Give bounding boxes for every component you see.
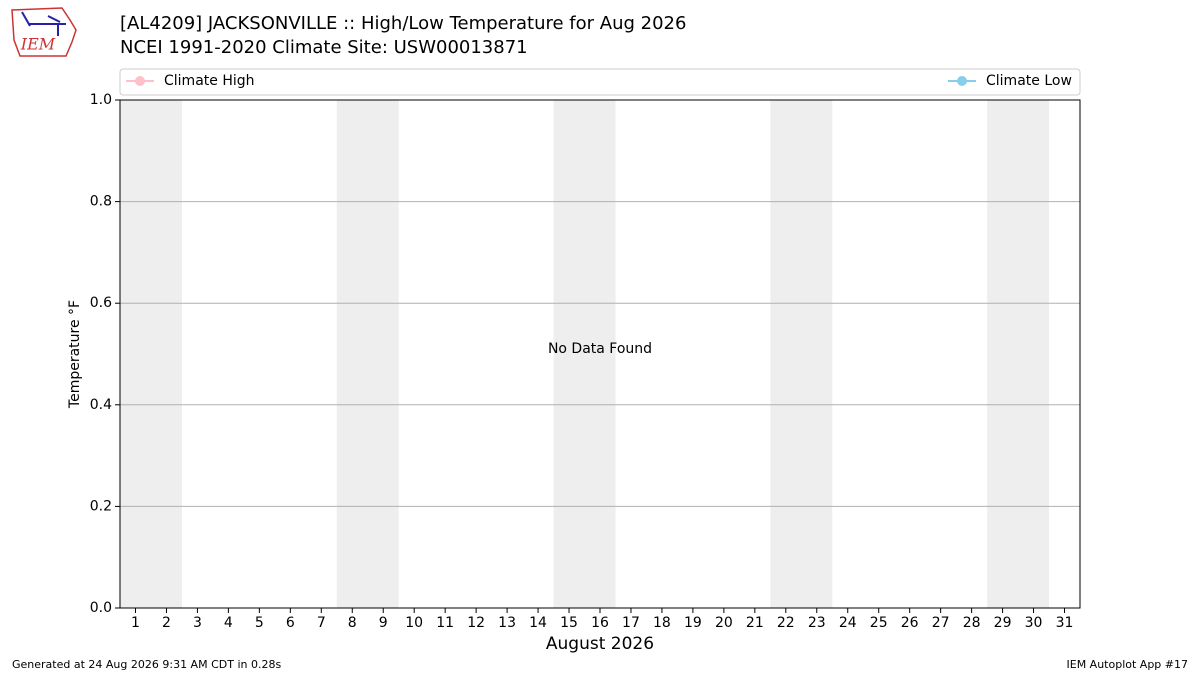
footer-right: IEM Autoplot App #17	[1067, 658, 1189, 671]
x-tick-label: 19	[684, 615, 702, 631]
x-tick-label: 11	[436, 615, 454, 631]
legend-marker	[957, 76, 967, 86]
x-tick-label: 22	[777, 615, 795, 631]
chart-subtitle: NCEI 1991-2020 Climate Site: USW00013871	[120, 37, 528, 58]
x-tick-label: 2	[162, 615, 171, 631]
x-tick-label: 20	[715, 615, 733, 631]
x-tick-label: 29	[994, 615, 1012, 631]
y-axis-label: Temperature °F	[67, 300, 83, 409]
x-tick-label: 28	[963, 615, 981, 631]
x-axis-label: August 2026	[546, 634, 654, 654]
y-tick-label: 0.6	[90, 295, 112, 311]
x-tick-label: 6	[286, 615, 295, 631]
x-tick-label: 30	[1025, 615, 1043, 631]
x-tick-label: 12	[467, 615, 485, 631]
x-tick-label: 1	[131, 615, 140, 631]
logo-text: IEM	[20, 35, 56, 54]
footer-left: Generated at 24 Aug 2026 9:31 AM CDT in …	[12, 658, 281, 671]
x-tick-label: 10	[405, 615, 423, 631]
x-tick-label: 17	[622, 615, 640, 631]
annotation: No Data Found	[548, 341, 652, 357]
plot-frame	[119, 99, 1081, 609]
legend-label: Climate Low	[986, 73, 1072, 89]
legend-marker	[135, 76, 145, 86]
x-tick-label: 31	[1056, 615, 1074, 631]
weekend-shade	[770, 100, 833, 608]
x-tick-label: 15	[560, 615, 578, 631]
chart-title: [AL4209] JACKSONVILLE :: High/Low Temper…	[120, 13, 686, 34]
y-tick-label: 0.2	[90, 498, 112, 514]
y-tick-label: 1.0	[90, 92, 112, 108]
x-tick-label: 21	[746, 615, 764, 631]
y-tick-label: 0.8	[90, 194, 112, 210]
x-tick-label: 4	[224, 615, 233, 631]
legend-label: Climate High	[164, 73, 255, 89]
weekend-shade	[553, 100, 616, 608]
y-tick-label: 0.0	[90, 600, 112, 616]
x-tick-label: 9	[379, 615, 388, 631]
x-tick-label: 3	[193, 615, 202, 631]
legend	[119, 68, 1081, 96]
x-tick-label: 25	[870, 615, 888, 631]
x-tick-label: 27	[932, 615, 950, 631]
x-tick-label: 7	[317, 615, 326, 631]
plot-area: 0.00.20.40.60.81.01 2 3 4 5 6 7 8 9 10 11 12 13 14 15 1…	[90, 92, 1081, 631]
x-tick-label: 18	[653, 615, 671, 631]
x-tick-label: 5	[255, 615, 264, 631]
x-tick-label: 13	[498, 615, 516, 631]
weekend-shade	[336, 100, 399, 608]
x-tick-label: 14	[529, 615, 547, 631]
x-tick-label: 8	[348, 615, 357, 631]
weekend-shade	[120, 100, 182, 608]
x-tick-label: 23	[808, 615, 826, 631]
logo: IEM	[11, 7, 77, 57]
x-tick-label: 24	[839, 615, 857, 631]
x-tick-label: 16	[591, 615, 609, 631]
y-tick-label: 0.4	[90, 397, 112, 413]
weekend-shade	[987, 100, 1050, 608]
x-tick-label: 26	[901, 615, 919, 631]
